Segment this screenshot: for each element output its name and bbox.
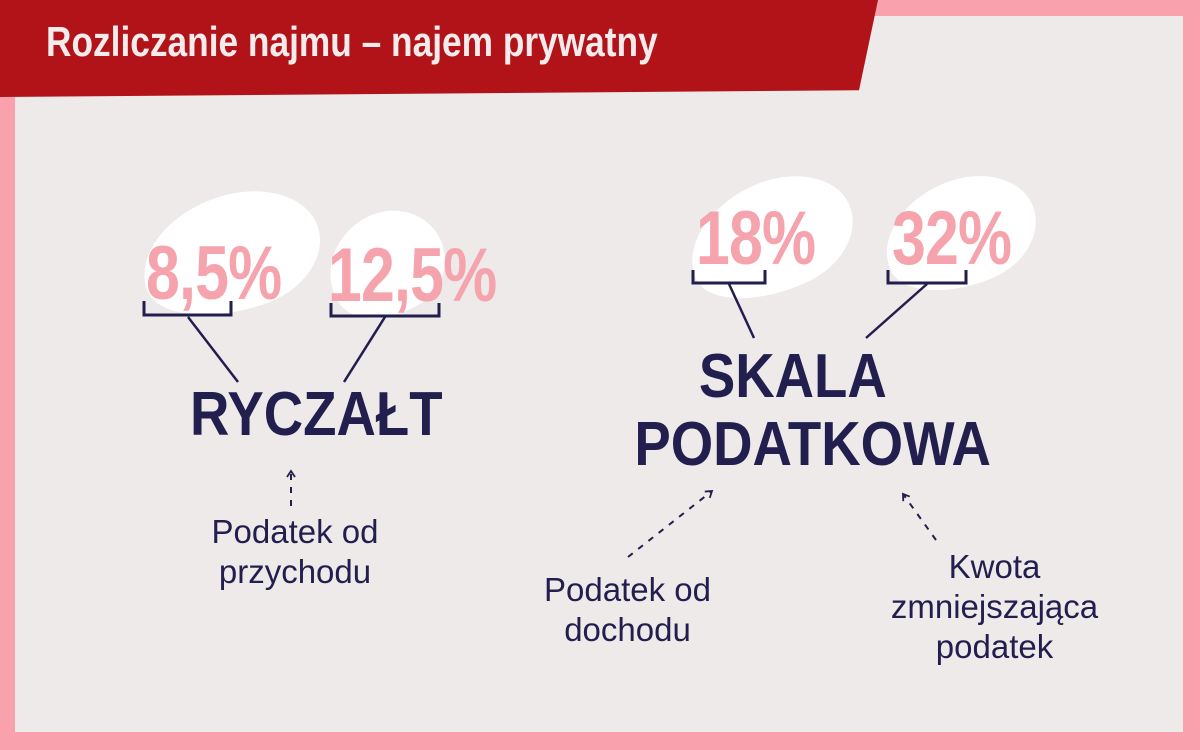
note-podatek-od-dochodu: Podatek od dochodu bbox=[525, 570, 730, 650]
skala-rate-low: 18% bbox=[696, 196, 816, 281]
note-podatek-od-przychodu: Podatek od przychodu bbox=[190, 512, 400, 592]
header-banner: Rozliczanie najmu – najem prywatny bbox=[0, 0, 878, 97]
skala-title-line1: SKALA bbox=[698, 342, 887, 411]
skala-rate-high: 32% bbox=[892, 196, 1012, 281]
skala-title-line2: PODATKOWA bbox=[634, 410, 991, 479]
note-przychodu-line1: Podatek od bbox=[211, 513, 379, 550]
note-kwota-zmniejszajaca: Kwota zmniejszająca podatek bbox=[872, 547, 1117, 667]
ryczalt-title-text: RYCZAŁT bbox=[190, 380, 443, 449]
note-kwota-line1: Kwota bbox=[948, 548, 1041, 585]
note-dochodu-line2: dochodu bbox=[564, 611, 691, 648]
note-kwota-line3: podatek bbox=[935, 628, 1054, 665]
note-kwota-line2: zmniejszająca bbox=[890, 588, 1099, 625]
note-dochodu-line1: Podatek od bbox=[544, 571, 711, 608]
note-przychodu-line2: przychodu bbox=[218, 553, 372, 590]
ryczalt-title: RYCZAŁT bbox=[190, 384, 477, 446]
page-title: Rozliczanie najmu – najem prywatny bbox=[46, 18, 658, 65]
ryczalt-rate-high: 12,5% bbox=[328, 233, 497, 318]
skala-title: SKALA PODATKOWA bbox=[610, 342, 991, 479]
ryczalt-rate-low: 8,5% bbox=[146, 231, 282, 316]
